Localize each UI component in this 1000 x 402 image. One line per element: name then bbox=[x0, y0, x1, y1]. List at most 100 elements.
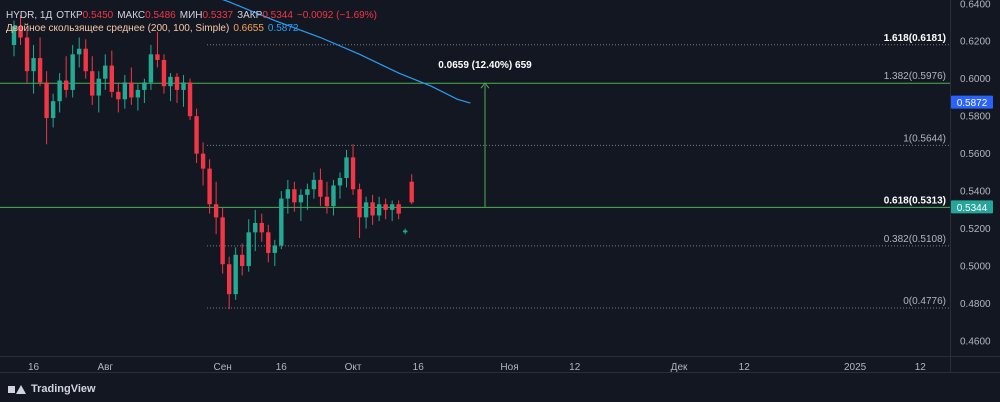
low-value: 0.5337 bbox=[202, 10, 234, 21]
candle-body bbox=[324, 196, 330, 207]
price-tag-label: 0.5344 bbox=[957, 203, 988, 214]
x-tick-label: 16 bbox=[28, 362, 40, 373]
ma2-value: 0.5872 bbox=[267, 23, 299, 34]
x-tick-label: 12 bbox=[915, 362, 927, 373]
candle-body bbox=[187, 82, 193, 117]
candle-body bbox=[279, 198, 284, 246]
candle-body bbox=[50, 101, 56, 119]
x-tick-label: 12 bbox=[569, 362, 581, 373]
price-tag-box bbox=[951, 95, 993, 109]
x-tick-label: Сен bbox=[213, 362, 231, 373]
measure-label: 0.0659 (12.40%) 659 bbox=[438, 60, 532, 71]
price-tag-label: 0.5872 bbox=[957, 98, 988, 109]
candle-body bbox=[135, 89, 141, 98]
tradingview-logo-icon bbox=[8, 384, 26, 395]
candle-body bbox=[18, 26, 23, 38]
y-tick-label: 0.5600 bbox=[960, 149, 991, 160]
candle-body bbox=[70, 54, 75, 90]
candle-body bbox=[220, 217, 225, 265]
candle-body bbox=[363, 202, 369, 218]
fib-level-label: 1.618(0.6181) bbox=[884, 33, 946, 44]
candle-body bbox=[90, 71, 95, 96]
candle-body bbox=[305, 189, 310, 195]
candle-body bbox=[194, 116, 199, 154]
y-tick-label: 0.4800 bbox=[960, 299, 991, 310]
candle-body bbox=[318, 179, 323, 197]
candle-body bbox=[226, 264, 232, 295]
y-tick-label: 0.5400 bbox=[960, 187, 991, 198]
candle-body bbox=[403, 230, 408, 233]
x-tick-label: Ноя bbox=[500, 362, 518, 373]
y-tick-label: 0.5200 bbox=[960, 224, 991, 235]
x-tick-label: Дек bbox=[671, 362, 688, 373]
y-tick-label: 0.6000 bbox=[960, 74, 991, 85]
ma-row[interactable]: Двойное скользящее среднее (200, 100, Si… bbox=[6, 22, 377, 35]
close-value: 0.5344 bbox=[262, 10, 293, 21]
ma-indicator-title[interactable]: Двойное скользящее среднее (200, 100, Si… bbox=[6, 23, 230, 34]
candle-body bbox=[344, 157, 349, 178]
y-tick-label: 0.4600 bbox=[960, 337, 991, 348]
fib-level-label: 1.382(0.5976) bbox=[884, 71, 946, 82]
x-tick-label: 12 bbox=[739, 362, 751, 373]
close-label: ЗАКР bbox=[237, 10, 263, 21]
fib-level-label: 1(0.5644) bbox=[903, 133, 946, 144]
candle-body bbox=[266, 232, 271, 253]
y-tick-label: 0.5000 bbox=[960, 262, 991, 273]
chart-legend: HYDR, 1Д ОТКР 0.5450 МАКС 0.5486 МИН 0.5337… bbox=[6, 9, 377, 35]
candle-body bbox=[63, 80, 69, 90]
candle-body bbox=[311, 179, 317, 190]
candle-body bbox=[57, 80, 62, 102]
candle-body bbox=[155, 54, 160, 60]
y-tick-label: 0.6200 bbox=[960, 37, 991, 48]
x-tick-label: Авг bbox=[97, 362, 113, 373]
candle-body bbox=[376, 204, 382, 216]
candle-body bbox=[174, 76, 180, 90]
candle-body bbox=[253, 222, 258, 233]
open-label: ОТКР bbox=[56, 10, 83, 21]
candle-body bbox=[298, 194, 304, 203]
ohlc-row: HYDR, 1Д ОТКР 0.5450 МАКС 0.5486 МИН 0.5337… bbox=[6, 9, 377, 22]
fib-level-label: 0.382(0.5108) bbox=[884, 234, 946, 245]
candle-body bbox=[409, 181, 414, 203]
tradingview-logo-text: TradingView bbox=[31, 383, 96, 395]
candle-body bbox=[396, 204, 401, 214]
candle-body bbox=[246, 232, 251, 267]
candle-body bbox=[96, 78, 101, 96]
candle-body bbox=[24, 37, 30, 72]
fib-level-label: 0(0.4776) bbox=[903, 296, 946, 307]
low-label: МИН bbox=[179, 10, 203, 21]
candle-body bbox=[272, 245, 277, 253]
candle-body bbox=[350, 157, 356, 190]
measure-arrow-head bbox=[480, 82, 490, 89]
candle-body bbox=[77, 48, 82, 55]
candle-body bbox=[383, 204, 388, 210]
open-value: 0.5450 bbox=[82, 10, 114, 21]
candle-body bbox=[103, 65, 108, 79]
candle-body bbox=[292, 189, 297, 203]
candle-body bbox=[357, 189, 362, 218]
ma2-line bbox=[222, 0, 471, 104]
tradingview-logo[interactable]: TradingView bbox=[8, 383, 96, 395]
candle-body bbox=[83, 48, 88, 72]
candle-body bbox=[129, 82, 134, 98]
candle-body bbox=[31, 58, 36, 72]
fib-level-label: 0.618(0.5313) bbox=[884, 195, 946, 206]
candle-body bbox=[148, 54, 154, 83]
y-tick-label: 0.6400 bbox=[960, 0, 991, 10]
high-label: МАКС bbox=[117, 10, 146, 21]
candle-body bbox=[213, 204, 219, 218]
x-tick-label: Окт bbox=[345, 362, 362, 373]
symbol-label[interactable]: HYDR, 1Д bbox=[6, 10, 53, 21]
candle-body bbox=[337, 178, 343, 186]
candle-body bbox=[37, 58, 43, 83]
candle-body bbox=[142, 82, 147, 90]
candle-body bbox=[44, 82, 49, 119]
ma1-value: 0.6655 bbox=[233, 23, 264, 34]
candle-body bbox=[168, 76, 173, 87]
change-value: −0.0092 (−1.69%) bbox=[296, 10, 377, 21]
candle-body bbox=[331, 185, 336, 207]
candle-body bbox=[122, 82, 128, 100]
candle-body bbox=[116, 91, 121, 100]
